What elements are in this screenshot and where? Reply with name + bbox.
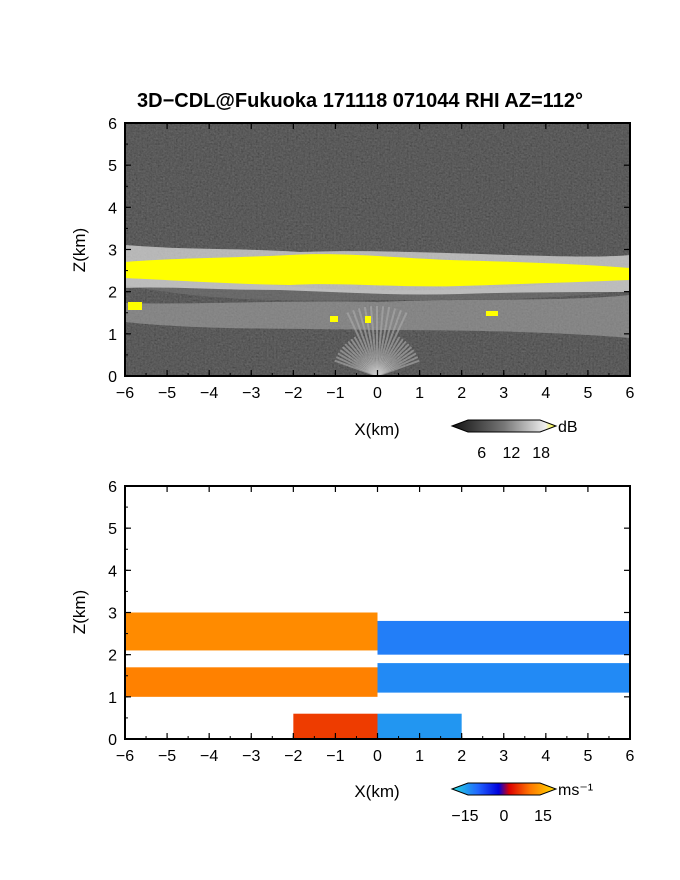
colorbar-tick-label: 0 [500,808,509,825]
velocity-colorbar-unit: ms⁻¹ [558,782,593,799]
velocity-panel: −6 −5 −4 −3 −2 −1 0 1 2 3 4 5 6 0 1 2 3 4 5 6 Z(km) X(km) [70,479,635,801]
x-tick-label: 1 [415,748,424,765]
y-tick-label: 2 [108,285,117,302]
fan-ray [376,346,413,376]
fan-ray [339,349,378,376]
x-tick-label: 1 [415,385,424,402]
velocity-region-1 [377,620,630,655]
backscatter-panel: −6 −5 −4 −3 −2 −1 0 1 2 3 4 5 6 0 1 2 3 4 5 6 Z(km) X(km) [70,116,635,439]
y-tick-label: 3 [108,243,117,260]
fan-ray [337,352,378,376]
fan-ray [376,343,410,376]
db-colorbar: 6 12 18 dB [450,419,578,462]
x-tick-label: −5 [158,748,176,765]
x-tick-label: 5 [583,748,592,765]
colorbar-tick-label: −15 [451,808,478,825]
y-tick-label: 1 [108,690,117,707]
chart-title: 3D−CDL@Fukuoka 171118 071044 RHI AZ=112° [137,90,583,112]
velocity-region-2 [125,667,378,697]
lower-layer [125,295,630,338]
speckle-2 [330,316,338,322]
y-tick-label: 3 [108,606,117,623]
bottom-ylabel: Z(km) [70,590,89,634]
x-tick-label: −1 [326,385,344,402]
db-colorbar-unit: dB [558,419,578,436]
y-tick-label: 4 [108,563,117,580]
y-tick-label: 5 [108,158,117,175]
x-tick-label: 5 [583,385,592,402]
x-tick-label: 0 [373,385,382,402]
top-ylabel: Z(km) [70,228,89,272]
speckle-4 [486,311,498,316]
fan-ray [347,340,378,376]
fan-ray [376,338,404,376]
top-xlabel: X(km) [354,420,399,439]
fan-ray [335,356,378,376]
colorbar-tick-label: 6 [477,445,486,462]
fan-ray [341,346,378,376]
y-tick-label: 0 [108,369,117,386]
cloud-layer-yellow [125,254,630,287]
velocity-colorbar-bar [450,782,558,796]
y-tick-label: 2 [108,648,117,665]
y-tick-label: 4 [108,200,117,217]
fan-ray [334,359,378,376]
bottom-xlabel: X(km) [354,782,399,801]
x-tick-label: 0 [373,748,382,765]
fan-ray [353,336,378,376]
fan-ray [376,359,420,376]
colorbar-tick-label: 12 [503,445,521,462]
fan-ray [344,343,378,376]
x-tick-label: 3 [499,385,508,402]
x-tick-label: 6 [626,385,635,402]
db-colorbar-ticks: 6 12 18 [477,445,550,462]
x-tick-label: 2 [457,385,466,402]
x-tick-label: 4 [541,385,550,402]
y-tick-label: 5 [108,521,117,538]
speckle-1 [128,302,142,310]
x-tick-label: −4 [200,748,218,765]
x-tick-label: −1 [326,748,344,765]
fan-ray [376,340,407,376]
x-tick-label: 6 [626,748,635,765]
velocity-colorbar: −15 0 15 ms⁻¹ [450,782,593,825]
velocity-regions [125,612,630,739]
fan-ray [376,352,417,376]
speckle-3 [365,316,371,323]
x-tick-label: −6 [116,748,134,765]
x-tick-label: −2 [284,385,302,402]
velocity-region-0 [125,612,378,651]
top-axes-ticks: −6 −5 −4 −3 −2 −1 0 1 2 3 4 5 6 0 1 2 3 4 5 6 [108,116,634,402]
db-colorbar-bar [450,419,558,433]
x-tick-label: −4 [200,385,218,402]
x-tick-label: −2 [284,748,302,765]
x-tick-label: −3 [242,748,260,765]
y-tick-label: 0 [108,732,117,749]
fan-ray [350,338,378,376]
colorbar-tick-label: 15 [534,808,552,825]
x-tick-label: −3 [242,385,260,402]
x-tick-label: 4 [541,748,550,765]
y-tick-label: 6 [108,116,117,133]
fan-ray [376,356,419,376]
y-tick-label: 6 [108,479,117,496]
velocity-region-3 [377,663,630,693]
x-tick-label: 3 [499,748,508,765]
x-tick-label: −5 [158,385,176,402]
fan-ray [376,336,401,376]
y-tick-label: 1 [108,327,117,344]
velocity-colorbar-ticks: −15 0 15 [451,808,552,825]
x-tick-label: 2 [457,748,466,765]
fan-ray [376,349,415,376]
colorbar-tick-label: 18 [532,445,550,462]
x-tick-label: −6 [116,385,134,402]
bottom-axes-ticks: −6 −5 −4 −3 −2 −1 0 1 2 3 4 5 6 0 1 2 3 4 5 6 [108,479,634,765]
